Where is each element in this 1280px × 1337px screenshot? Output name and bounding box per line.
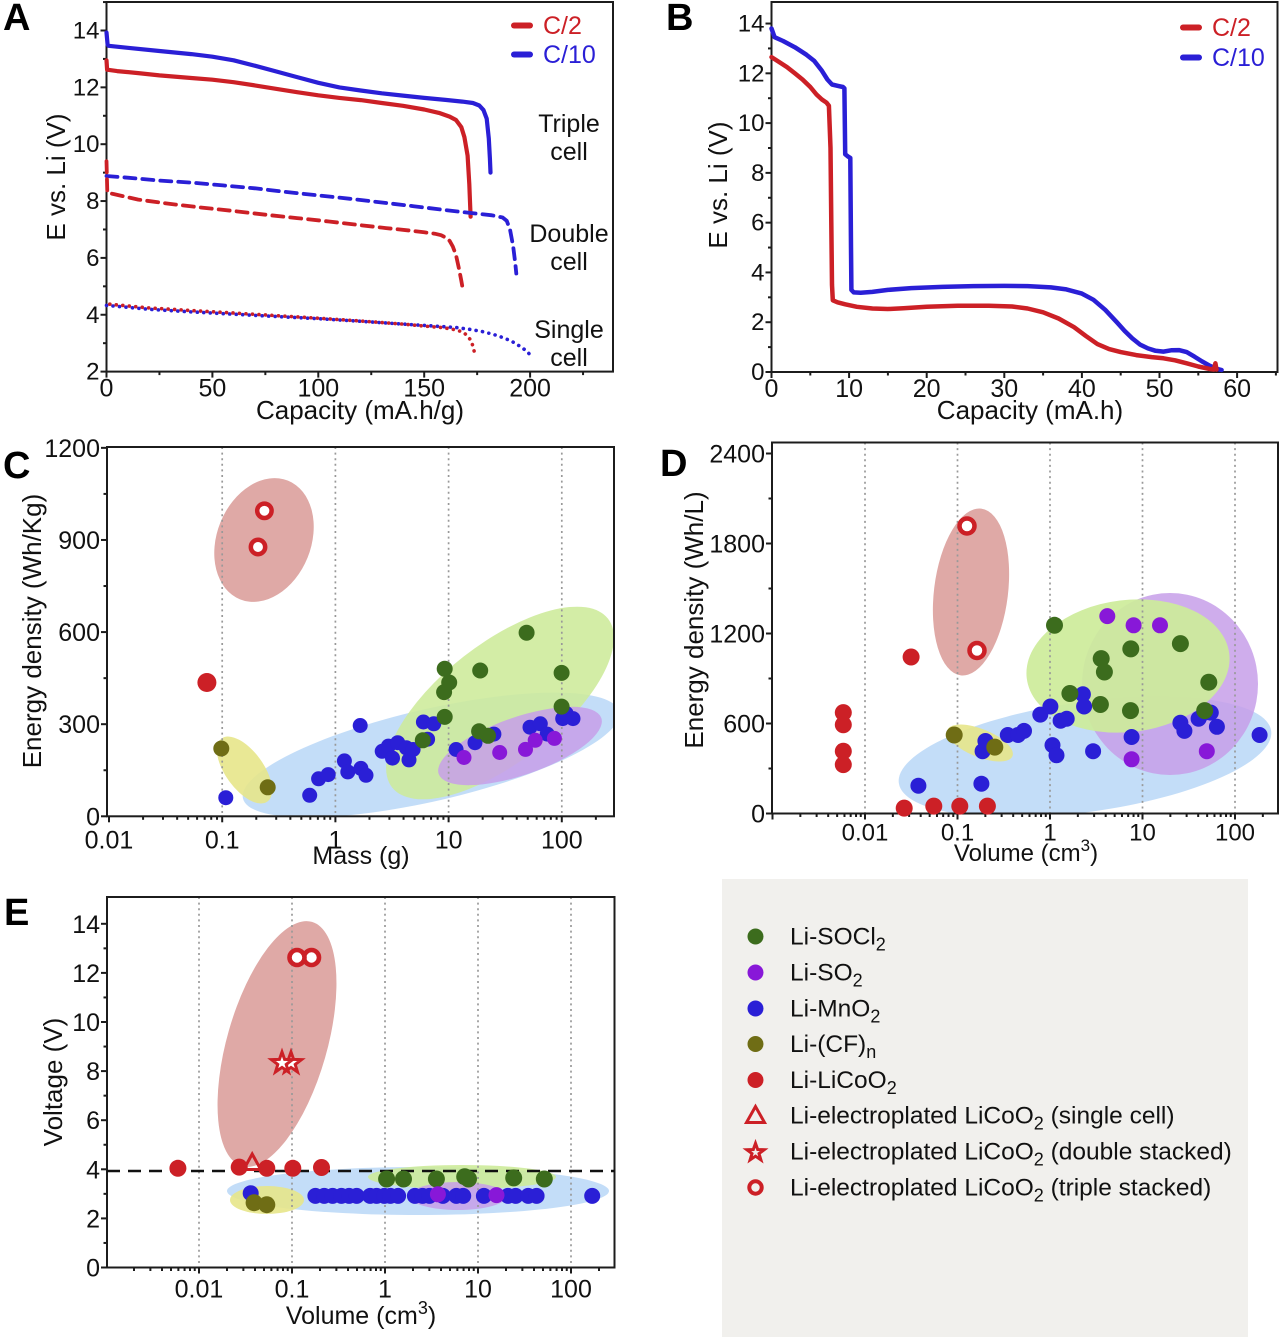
svg-text:14: 14 [73,18,100,45]
svg-text:Double: Double [529,220,608,248]
svg-text:30: 30 [990,375,1018,403]
svg-text:0: 0 [765,375,779,403]
svg-text:0: 0 [100,375,114,403]
svg-text:12: 12 [73,74,100,101]
svg-text:C/10: C/10 [543,41,596,69]
svg-text:1: 1 [1043,820,1056,847]
svg-text:2: 2 [86,359,99,386]
svg-text:0.01: 0.01 [85,826,134,854]
svg-text:Li-electroplated LiCoO2 (tripl: Li-electroplated LiCoO2 (triple stacked) [790,1175,1211,1206]
svg-text:10: 10 [1129,820,1156,847]
svg-text:1: 1 [378,1276,392,1304]
svg-text:2: 2 [751,309,764,336]
svg-text:E vs. Li (V): E vs. Li (V) [703,121,733,248]
svg-text:4: 4 [86,1156,100,1184]
svg-text:Li-electroplated LiCoO2 (singl: Li-electroplated LiCoO2 (single cell) [790,1103,1175,1134]
svg-text:Energy density (Wh/Kg): Energy density (Wh/Kg) [17,494,47,769]
svg-text:0.1: 0.1 [205,826,240,854]
svg-text:0: 0 [751,359,764,386]
svg-text:10: 10 [738,110,765,137]
svg-text:6: 6 [751,210,764,237]
svg-text:14: 14 [738,11,765,38]
svg-text:14: 14 [72,911,100,939]
svg-text:4: 4 [751,259,764,286]
svg-text:Mass (g): Mass (g) [312,842,409,870]
svg-text:10: 10 [72,1009,100,1037]
svg-text:100: 100 [541,826,583,854]
svg-text:6: 6 [86,1107,100,1135]
svg-text:1800: 1800 [709,531,765,559]
svg-text:0.01: 0.01 [842,820,889,847]
svg-text:0.1: 0.1 [941,820,974,847]
svg-text:600: 600 [723,711,765,739]
svg-text:Capacity (mA.h): Capacity (mA.h) [937,395,1123,425]
svg-text:1: 1 [328,826,342,854]
svg-text:12: 12 [738,60,765,87]
svg-text:12: 12 [72,960,100,988]
svg-text:1200: 1200 [44,435,100,463]
svg-text:0.01: 0.01 [175,1276,224,1304]
svg-text:C/2: C/2 [543,12,582,40]
svg-text:6: 6 [86,245,99,272]
svg-text:1200: 1200 [709,621,765,649]
svg-text:Voltage (V): Voltage (V) [38,1018,68,1147]
svg-text:Volume (cm3): Volume (cm3) [954,836,1098,867]
svg-text:40: 40 [1068,375,1096,403]
svg-text:4: 4 [86,302,99,329]
svg-text:2: 2 [86,1205,100,1233]
svg-text:Li-LiCoO2: Li-LiCoO2 [790,1067,897,1098]
svg-text:8: 8 [751,160,764,187]
svg-text:50: 50 [1146,375,1174,403]
svg-text:Li-(CF)n: Li-(CF)n [790,1031,876,1062]
svg-text:A: A [3,0,30,39]
svg-text:100: 100 [550,1276,592,1304]
svg-text:100: 100 [1215,820,1255,847]
svg-text:8: 8 [86,188,99,215]
svg-text:50: 50 [198,375,226,403]
svg-text:10: 10 [835,375,863,403]
svg-text:0: 0 [86,803,100,831]
svg-text:2400: 2400 [709,441,765,469]
svg-text:C: C [3,445,30,487]
svg-text:300: 300 [58,711,100,739]
svg-text:600: 600 [58,619,100,647]
svg-text:60: 60 [1223,375,1251,403]
svg-text:Li-SO2: Li-SO2 [790,960,863,991]
svg-text:Li-SOCl2: Li-SOCl2 [790,924,886,955]
svg-text:10: 10 [464,1276,492,1304]
svg-text:10: 10 [435,826,463,854]
svg-text:8: 8 [86,1058,100,1086]
svg-text:E vs. Li (V): E vs. Li (V) [41,113,71,240]
svg-text:10: 10 [73,131,100,158]
svg-text:150: 150 [403,375,445,403]
svg-text:0.1: 0.1 [275,1276,310,1304]
svg-text:Energy density (Wh/L): Energy density (Wh/L) [679,491,709,748]
svg-text:Volume (cm3): Volume (cm3) [286,1298,436,1330]
svg-text:20: 20 [913,375,941,403]
svg-text:900: 900 [58,527,100,555]
svg-text:cell: cell [550,344,588,372]
svg-text:cell: cell [550,248,588,276]
svg-text:100: 100 [297,375,339,403]
svg-text:C/2: C/2 [1212,14,1251,42]
svg-text:Single: Single [534,316,604,344]
svg-text:B: B [666,0,693,39]
svg-text:Li-MnO2: Li-MnO2 [790,996,880,1027]
svg-text:Triple: Triple [538,110,600,138]
svg-text:E: E [4,892,29,934]
svg-text:C/10: C/10 [1212,44,1265,72]
svg-text:D: D [660,443,687,485]
svg-text:Capacity (mA.h/g): Capacity (mA.h/g) [256,395,464,425]
svg-text:0: 0 [751,801,765,829]
svg-text:200: 200 [509,375,551,403]
svg-text:cell: cell [550,138,588,166]
svg-text:0: 0 [86,1255,100,1283]
svg-text:Li-electroplated LiCoO2 (doubl: Li-electroplated LiCoO2 (double stacked) [790,1139,1232,1170]
